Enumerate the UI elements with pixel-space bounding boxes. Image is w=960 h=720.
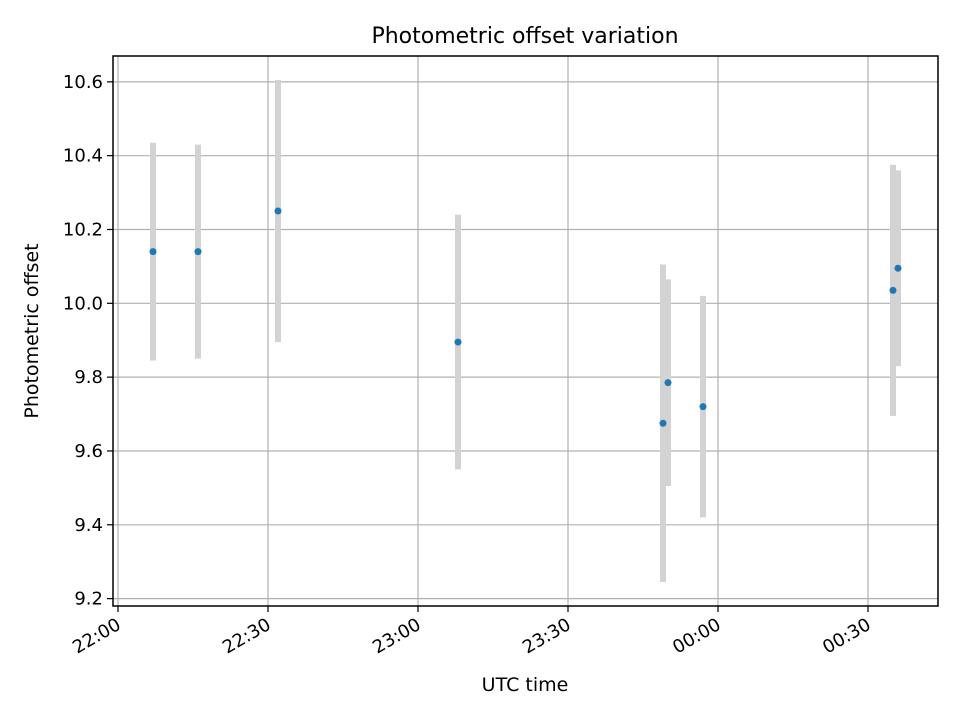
y-tick-label: 9.6 xyxy=(74,441,103,462)
data-point xyxy=(454,338,462,346)
data-point xyxy=(889,286,897,294)
y-tick-label: 9.8 xyxy=(74,367,103,388)
x-tick-label: 22:30 xyxy=(219,614,274,658)
plot-frame xyxy=(112,55,939,607)
x-tick-label: 23:30 xyxy=(519,614,574,658)
x-axis-label: UTC time xyxy=(482,674,569,696)
data-point xyxy=(149,248,157,256)
y-tick-label: 10.6 xyxy=(63,72,103,93)
y-tick-label: 9.4 xyxy=(74,515,103,536)
y-tick-label: 10.0 xyxy=(63,293,103,314)
y-axis-label: Photometric offset xyxy=(21,243,43,418)
x-tick-label: 00:00 xyxy=(669,614,724,658)
x-tick-label: 00:30 xyxy=(819,614,874,658)
data-points xyxy=(149,207,902,427)
y-tick-label: 10.4 xyxy=(63,146,103,167)
chart-title: Photometric offset variation xyxy=(371,24,678,49)
x-axis: 22:00 22:30 23:00 23:30 00:00 00:30 xyxy=(69,606,875,658)
data-point xyxy=(664,379,672,387)
y-tick-label: 9.2 xyxy=(74,589,103,610)
data-point xyxy=(194,248,202,256)
data-point xyxy=(274,207,282,215)
y-axis: 9.2 9.4 9.6 9.8 10.0 10.2 10.4 10.6 xyxy=(63,72,113,610)
x-tick-label: 22:00 xyxy=(69,614,124,658)
grid xyxy=(113,56,938,606)
data-point xyxy=(894,264,902,272)
y-tick-label: 10.2 xyxy=(63,219,103,240)
x-tick-label: 23:00 xyxy=(369,614,424,658)
data-point xyxy=(659,419,667,427)
data-point xyxy=(699,403,707,411)
